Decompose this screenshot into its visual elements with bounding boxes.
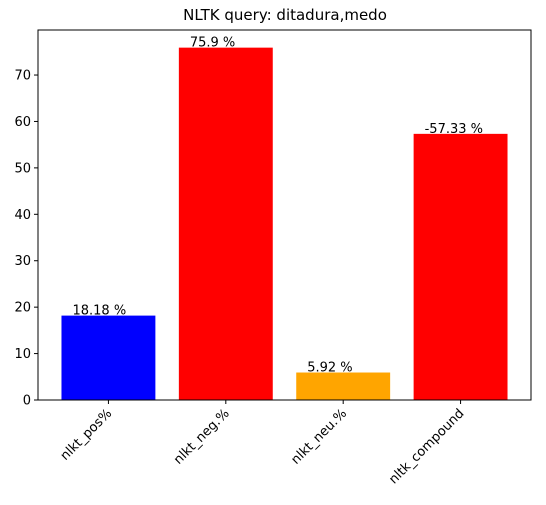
y-tick-label-6: 60 xyxy=(14,115,31,130)
bar-2 xyxy=(296,372,391,400)
y-tick-label-0: 0 xyxy=(23,394,31,409)
bar-labels-group: 18.18 % 75.9 % 5.92 % -57.33 % xyxy=(72,36,483,376)
bar-3 xyxy=(413,133,508,400)
bar-0 xyxy=(61,315,156,400)
bars-group xyxy=(61,47,508,401)
bar-1 xyxy=(178,47,273,401)
bar-value-label-0: 18.18 % xyxy=(72,304,126,319)
y-tick-label-2: 20 xyxy=(14,301,31,316)
y-tick-label-1: 10 xyxy=(14,347,31,362)
chart-title: NLTK query: ditadura,medo xyxy=(183,6,387,24)
y-axis: 0 10 20 30 40 50 60 70 xyxy=(14,69,38,409)
plot-frame xyxy=(37,29,532,401)
y-tick-label-3: 30 xyxy=(14,254,31,269)
y-tick-label-4: 40 xyxy=(14,208,31,223)
y-tick-label-5: 50 xyxy=(14,161,31,176)
bar-value-label-2: 5.92 % xyxy=(307,361,352,376)
y-tick-label-7: 70 xyxy=(14,69,31,84)
bar-value-label-1: 75.9 % xyxy=(190,36,235,51)
bar-value-label-3: -57.33 % xyxy=(425,122,483,137)
